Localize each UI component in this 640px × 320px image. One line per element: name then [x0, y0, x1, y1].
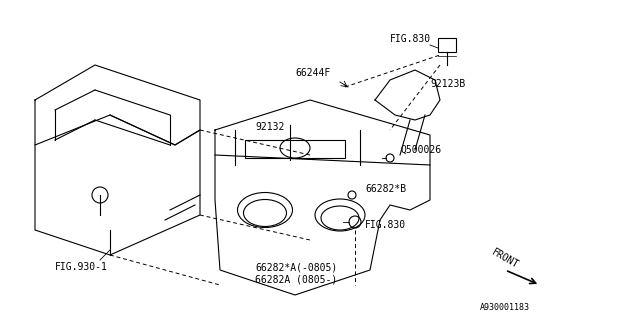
Text: 92132: 92132 — [255, 122, 284, 132]
Text: 66282*B: 66282*B — [365, 184, 406, 194]
Text: Q500026: Q500026 — [400, 145, 441, 155]
Text: FIG.930-1: FIG.930-1 — [55, 262, 108, 272]
Text: 66244F: 66244F — [295, 68, 330, 78]
Text: FRONT: FRONT — [490, 247, 520, 270]
Text: 92123B: 92123B — [430, 79, 465, 89]
Text: FIG.830: FIG.830 — [365, 220, 406, 230]
Text: A930001183: A930001183 — [480, 303, 530, 312]
Text: 66282*A(-0805): 66282*A(-0805) — [255, 262, 337, 272]
Text: 66282A (0805-): 66282A (0805-) — [255, 274, 337, 284]
Text: FIG.830: FIG.830 — [390, 34, 431, 44]
